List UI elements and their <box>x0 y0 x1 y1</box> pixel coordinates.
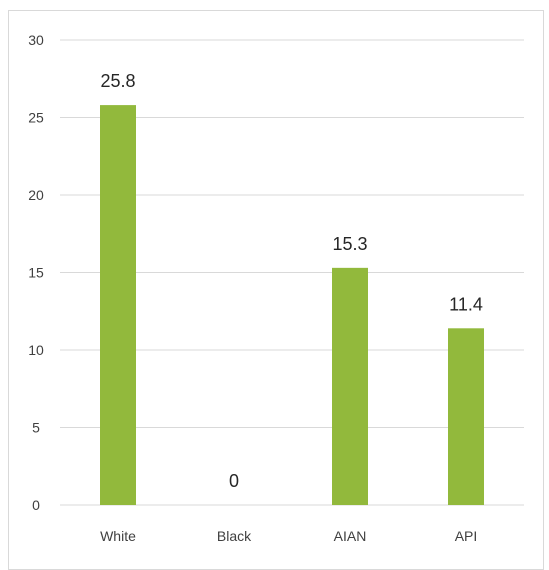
x-axis-tick-labels: White Black AIAN API <box>100 528 477 544</box>
y-axis-tick-labels: 0 5 10 15 20 25 30 <box>28 32 44 513</box>
y-tick-label-10: 10 <box>28 342 44 358</box>
bar-white <box>100 105 136 505</box>
bar-api <box>448 328 484 505</box>
gridlines <box>60 39 524 506</box>
data-label-api: 11.4 <box>449 294 483 314</box>
data-label-black: 0 <box>229 471 239 491</box>
data-label-white: 25.8 <box>100 71 135 91</box>
x-tick-label-aian: AIAN <box>334 528 367 544</box>
bars <box>100 105 484 505</box>
data-label-aian: 15.3 <box>332 234 367 254</box>
data-labels: 25.8 0 15.3 11.4 <box>100 71 482 491</box>
y-tick-label-30: 30 <box>28 32 44 48</box>
y-tick-label-15: 15 <box>28 265 44 281</box>
x-tick-label-api: API <box>455 528 478 544</box>
y-tick-label-25: 25 <box>28 110 44 126</box>
y-tick-label-5: 5 <box>32 420 40 436</box>
y-tick-label-0: 0 <box>32 497 40 513</box>
x-tick-label-white: White <box>100 528 136 544</box>
bar-aian <box>332 267 368 505</box>
x-tick-label-black: Black <box>217 528 252 544</box>
y-tick-label-20: 20 <box>28 187 44 203</box>
